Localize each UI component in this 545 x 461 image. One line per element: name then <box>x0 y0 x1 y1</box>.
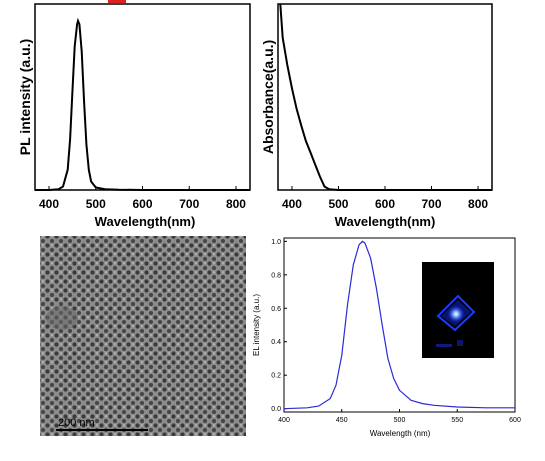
el-ticks: 400 450 500 550 600 0.0 0.2 0.4 0.6 0.8 1.0 <box>271 239 521 424</box>
el-ylabel: EL intensity (a.u.) <box>252 294 261 356</box>
el-y-tick-label: 1.0 <box>271 239 281 246</box>
abs-x-tick-label: 800 <box>468 197 488 211</box>
el-x-tick-label: 600 <box>509 417 521 424</box>
pl-x-tick-label: 800 <box>226 197 246 211</box>
pl-series-line <box>35 17 250 191</box>
sem-dark-region <box>46 306 78 330</box>
sem-scale-bar-label: 200 nm <box>58 417 95 429</box>
device-photo-inset <box>422 262 494 358</box>
sem-texture <box>40 236 246 436</box>
pl-x-tick-label: 700 <box>179 197 199 211</box>
el-x-tick-label: 500 <box>394 417 406 424</box>
pl-x-ticks: 400 500 600 700 800 <box>39 186 246 211</box>
el-y-tick-label: 0.2 <box>271 373 281 380</box>
abs-plot-frame <box>277 3 493 191</box>
abs-ylabel: Absorbance(a.u.) <box>260 40 276 154</box>
pl-ylabel: PL intensity (a.u.) <box>17 39 33 155</box>
el-series-line <box>283 240 515 410</box>
abs-xlabel: Wavelength(nm) <box>335 214 436 229</box>
abs-x-tick-label: 500 <box>328 197 348 211</box>
el-y-tick-label: 0.4 <box>271 339 281 346</box>
el-y-tick-label: 0.6 <box>271 306 281 313</box>
el-y-tick-label: 0.8 <box>271 272 281 279</box>
el-x-tick-label: 450 <box>336 417 348 424</box>
abs-x-tick-label: 400 <box>282 197 302 211</box>
pl-x-tick-label: 500 <box>86 197 106 211</box>
el-xlabel: Wavelength (nm) <box>370 429 431 438</box>
abs-x-tick-label: 700 <box>422 197 442 211</box>
abs-x-ticks: 400 500 600 700 800 <box>282 186 488 211</box>
top-red-mark <box>108 0 126 3</box>
pl-x-tick-label: 600 <box>132 197 152 211</box>
el-y-tick-label: 0.0 <box>271 406 281 413</box>
abs-x-tick-label: 600 <box>375 197 395 211</box>
pl-xlabel: Wavelength(nm) <box>95 214 196 229</box>
el-x-tick-label: 550 <box>451 417 463 424</box>
pl-chart: 400 500 600 700 800 PL intensity (a.u.) Wave… <box>17 3 251 229</box>
sem-image: 200 nm <box>40 236 246 436</box>
pl-plot-frame <box>34 3 251 191</box>
abs-series-line <box>279 3 492 191</box>
el-x-tick-label: 400 <box>278 417 290 424</box>
abs-chart: 400 500 600 700 800 Absorbance(a.u.) Wavelen… <box>260 3 493 229</box>
el-chart: 400 450 500 550 600 0.0 0.2 0.4 0.6 0.8 1.0 EL int… <box>252 237 521 438</box>
pl-x-tick-label: 400 <box>39 197 59 211</box>
